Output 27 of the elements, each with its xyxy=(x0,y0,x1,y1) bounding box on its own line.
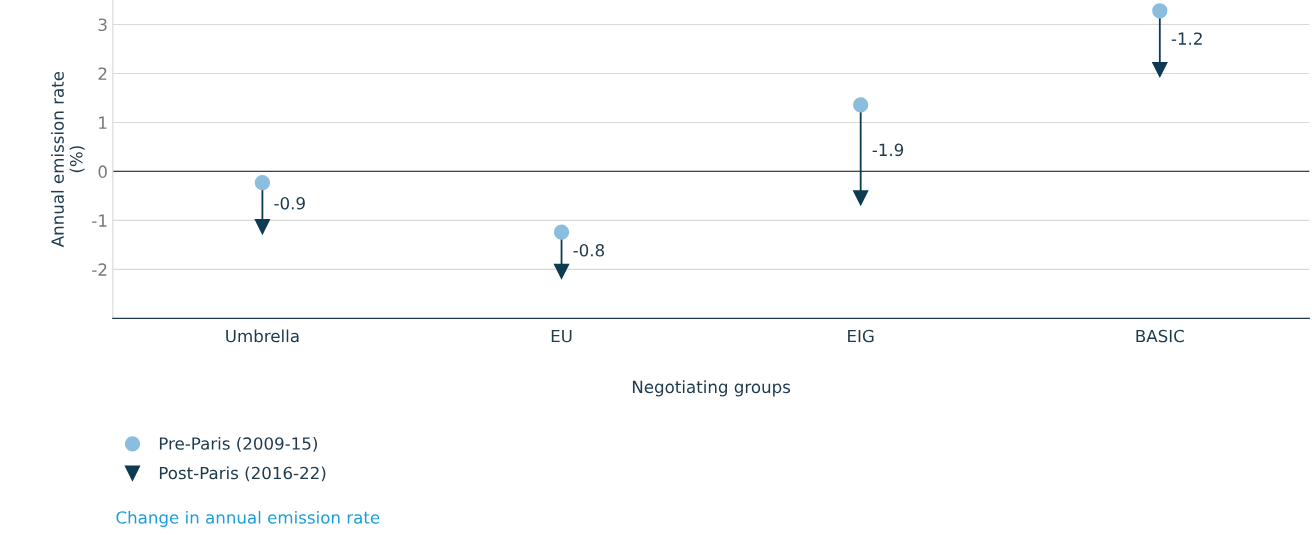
legend-label: Post-Paris (2016-22) xyxy=(159,466,326,482)
legend-label: Pre-Paris (2009-15) xyxy=(159,436,317,452)
x-tick-label: EIG xyxy=(848,329,874,343)
point xyxy=(1152,3,1168,19)
annotation: -0.9 xyxy=(274,196,305,210)
x-tick-label: Umbrella xyxy=(226,329,299,343)
point xyxy=(553,263,570,279)
annotation: -0.8 xyxy=(573,243,605,257)
y-tick-label: 0 xyxy=(98,165,107,178)
annotation: -1.9 xyxy=(872,143,904,157)
annotation: -1.2 xyxy=(1171,32,1202,45)
point xyxy=(853,190,869,206)
y-tick-label: 1 xyxy=(99,116,107,129)
y-tick-label: 3 xyxy=(98,18,107,32)
x-tick-label: EU xyxy=(551,329,572,343)
point xyxy=(254,219,271,235)
y-tick-label: -1 xyxy=(92,214,107,227)
point xyxy=(853,97,869,113)
point xyxy=(254,175,271,191)
point xyxy=(1152,61,1168,78)
point xyxy=(553,224,570,240)
y-axis-title: Annual emission rate (%) xyxy=(51,71,85,248)
text: Change in annual emission rate xyxy=(116,510,380,528)
x-axis-title: Negotiating groups xyxy=(632,380,791,397)
y-tick-label: 2 xyxy=(98,67,107,80)
x-tick-label: BASIC xyxy=(1136,329,1184,343)
y-tick-label: -2 xyxy=(92,263,107,276)
